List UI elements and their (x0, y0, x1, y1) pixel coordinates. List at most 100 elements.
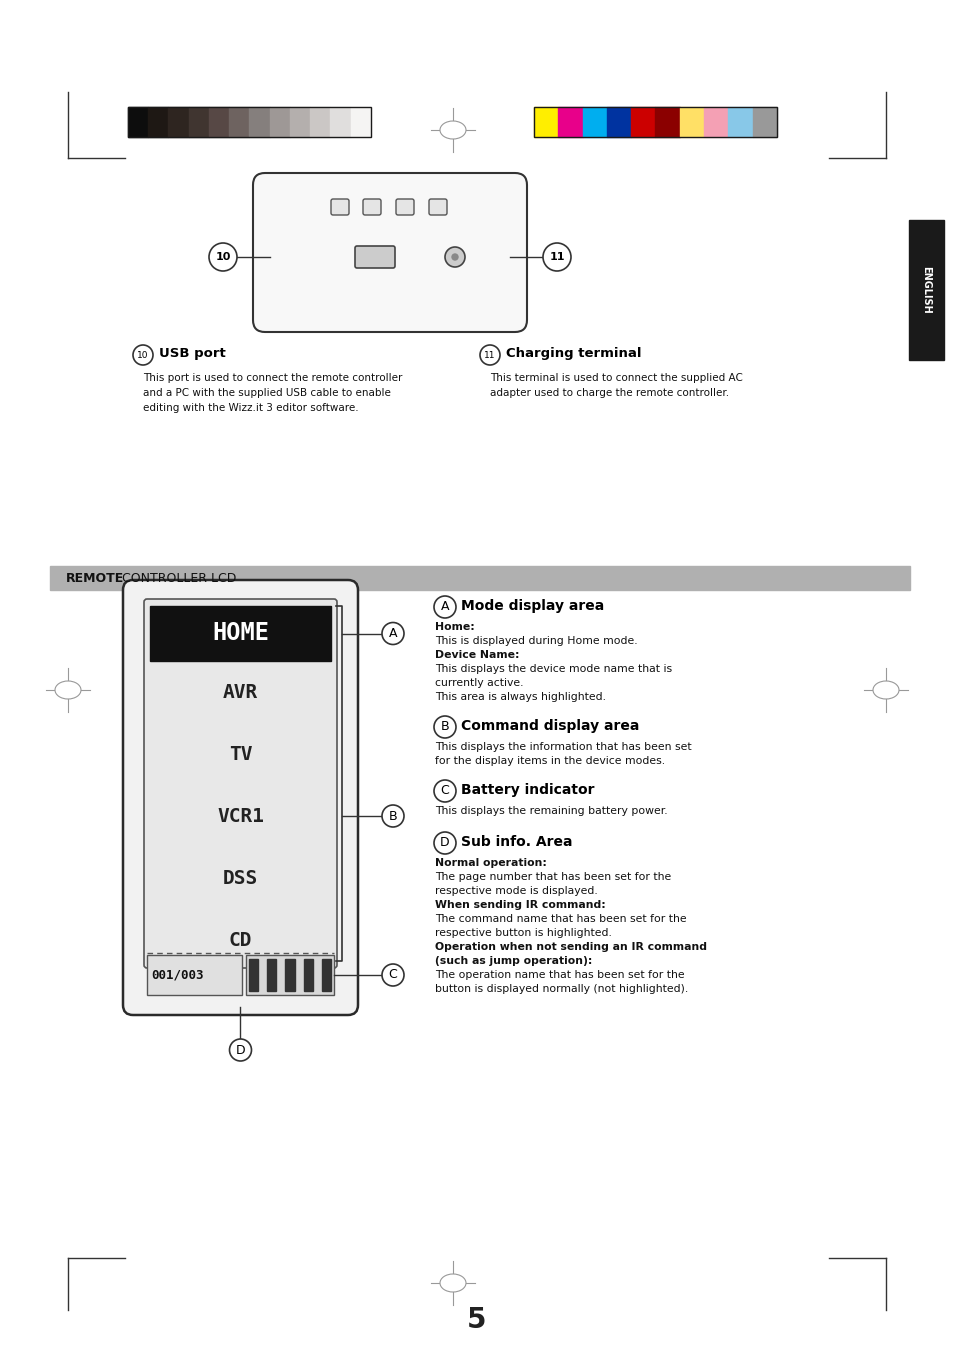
Text: A: A (440, 601, 449, 613)
Bar (679, 107, 703, 136)
Bar (169, 107, 189, 136)
Ellipse shape (439, 122, 465, 139)
Text: currently active.: currently active. (435, 678, 523, 688)
Text: ENGLISH: ENGLISH (921, 266, 930, 315)
Bar (752, 107, 776, 136)
Text: C: C (440, 784, 449, 798)
Text: Command display area: Command display area (460, 720, 639, 733)
Bar (249, 958, 258, 991)
Text: This is displayed during Home mode.: This is displayed during Home mode. (435, 636, 637, 647)
Text: B: B (440, 721, 449, 733)
Bar (128, 107, 148, 136)
Bar (209, 107, 229, 136)
Text: Normal operation:: Normal operation: (435, 859, 546, 868)
Circle shape (209, 243, 236, 271)
Text: adapter used to charge the remote controller.: adapter used to charge the remote contro… (490, 387, 728, 398)
Bar (534, 107, 776, 136)
Text: CD: CD (229, 930, 252, 949)
Text: DSS: DSS (223, 868, 258, 887)
Bar (908, 220, 943, 360)
Bar (351, 107, 371, 136)
Bar (582, 107, 606, 136)
Text: This area is always highlighted.: This area is always highlighted. (435, 693, 605, 702)
Circle shape (230, 1040, 252, 1061)
Circle shape (132, 346, 152, 365)
Bar (229, 107, 250, 136)
Text: The command name that has been set for the: The command name that has been set for t… (435, 914, 686, 923)
Text: Battery indicator: Battery indicator (460, 783, 594, 796)
Ellipse shape (872, 680, 898, 699)
Circle shape (434, 595, 456, 618)
Bar (270, 107, 290, 136)
Text: HOME: HOME (212, 621, 269, 645)
FancyBboxPatch shape (331, 198, 349, 215)
Text: (such as jump operation):: (such as jump operation): (435, 956, 592, 967)
Text: This displays the information that has been set: This displays the information that has b… (435, 743, 691, 752)
Text: AVR: AVR (223, 683, 258, 702)
Text: TV: TV (229, 744, 252, 764)
Circle shape (452, 254, 457, 261)
Bar (285, 958, 294, 991)
Ellipse shape (439, 1274, 465, 1292)
Bar (50, 566, 909, 590)
Text: for the display items in the device modes.: for the display items in the device mode… (435, 756, 664, 765)
Bar (246, 954, 334, 995)
Bar (631, 107, 655, 136)
Text: button is displayed normally (not highlighted).: button is displayed normally (not highli… (435, 984, 687, 994)
Text: The page number that has been set for the: The page number that has been set for th… (435, 872, 671, 882)
Text: USB port: USB port (159, 347, 226, 360)
Circle shape (381, 805, 403, 828)
Text: Device Name:: Device Name: (435, 649, 519, 660)
Text: and a PC with the supplied USB cable to enable: and a PC with the supplied USB cable to … (143, 387, 391, 398)
Text: REMOTE: REMOTE (66, 572, 124, 586)
Text: 5: 5 (467, 1305, 486, 1334)
Text: D: D (235, 1044, 245, 1057)
Bar (189, 107, 209, 136)
Bar (250, 107, 270, 136)
Bar (148, 107, 169, 136)
Circle shape (479, 346, 499, 365)
FancyBboxPatch shape (395, 198, 414, 215)
Circle shape (381, 622, 403, 644)
Text: Sub info. Area: Sub info. Area (460, 836, 572, 849)
FancyBboxPatch shape (429, 198, 447, 215)
Bar (321, 958, 331, 991)
Bar (606, 107, 631, 136)
Bar (703, 107, 728, 136)
Text: respective button is highlighted.: respective button is highlighted. (435, 927, 611, 938)
Text: When sending IR command:: When sending IR command: (435, 900, 605, 910)
Circle shape (444, 247, 464, 267)
Bar (330, 107, 351, 136)
Bar (558, 107, 582, 136)
Text: D: D (439, 837, 450, 849)
Circle shape (381, 964, 403, 986)
Text: This terminal is used to connect the supplied AC: This terminal is used to connect the sup… (490, 373, 742, 383)
Bar (534, 107, 558, 136)
Bar (310, 107, 330, 136)
Text: Home:: Home: (435, 622, 475, 632)
Text: A: A (388, 626, 396, 640)
FancyBboxPatch shape (123, 580, 357, 1015)
Text: This displays the remaining battery power.: This displays the remaining battery powe… (435, 806, 667, 815)
Text: 001/003: 001/003 (151, 968, 203, 981)
Bar (267, 958, 276, 991)
Text: Charging terminal: Charging terminal (505, 347, 640, 360)
Text: 11: 11 (484, 351, 496, 359)
FancyBboxPatch shape (355, 246, 395, 269)
Bar (147, 954, 242, 995)
Circle shape (542, 243, 571, 271)
Circle shape (434, 832, 456, 855)
FancyBboxPatch shape (144, 599, 336, 968)
Bar (655, 107, 679, 136)
Circle shape (434, 780, 456, 802)
Text: Operation when not sending an IR command: Operation when not sending an IR command (435, 942, 706, 952)
Text: This port is used to connect the remote controller: This port is used to connect the remote … (143, 373, 402, 383)
Text: CONTROLLER LCD: CONTROLLER LCD (118, 572, 236, 586)
Text: VCR1: VCR1 (216, 806, 264, 825)
Bar (150, 606, 331, 662)
Text: C: C (388, 968, 397, 981)
Circle shape (434, 716, 456, 738)
FancyBboxPatch shape (363, 198, 380, 215)
Text: 10: 10 (215, 252, 231, 262)
Text: editing with the Wizz.it 3 editor software.: editing with the Wizz.it 3 editor softwa… (143, 404, 358, 413)
